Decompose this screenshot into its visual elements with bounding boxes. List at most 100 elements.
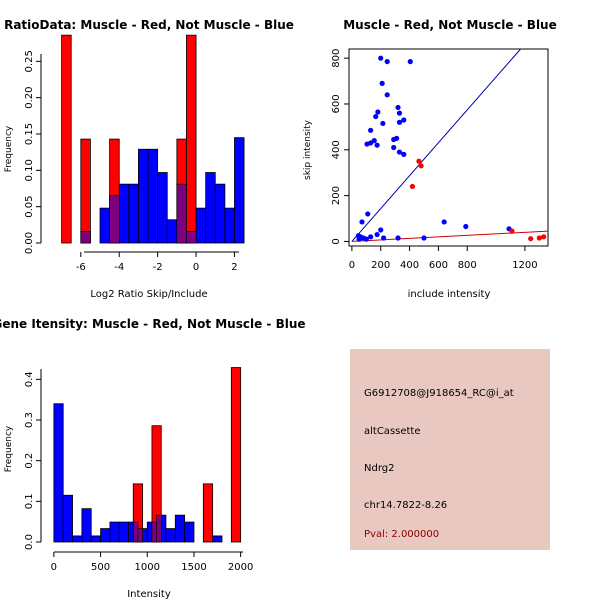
ratio-muscle-bars: [61, 34, 197, 244]
gene-x-label: Intensity: [127, 589, 171, 600]
not-muscle-bar: [214, 183, 226, 244]
not-muscle-point: [365, 211, 371, 217]
muscle-bar: [186, 34, 197, 244]
not-muscle-point: [379, 80, 385, 86]
ratio-histogram-panel: RatioData: Muscle - Red, Not Muscle - Bl…: [4, 18, 294, 300]
not-muscle-point: [378, 227, 384, 233]
not-muscle-bar: [138, 148, 149, 244]
muscle-bar: [61, 34, 72, 244]
scatter-not-muscle-points: [355, 55, 512, 242]
not-muscle-bar: [174, 514, 186, 543]
y-tick-label: 0.3: [24, 412, 35, 428]
x-tick-label: 1500: [181, 562, 206, 573]
intensity-scatter-panel: Muscle - Red, Not Muscle - Blue 0 200 400 6…: [303, 18, 557, 300]
not-muscle-bar: [99, 207, 111, 244]
muscle-point: [509, 228, 515, 234]
ratio-y-label: Frequency: [4, 125, 14, 172]
x-tick-label: -6: [76, 262, 86, 273]
x-tick-label: 0: [51, 562, 57, 573]
y-tick-label: 0.25: [24, 50, 35, 72]
not-muscle-bar: [205, 172, 216, 244]
muscle-point: [541, 234, 547, 240]
y-tick-label: 0.00: [24, 232, 35, 254]
y-tick-label: 0: [331, 238, 342, 244]
x-tick-label: 400: [400, 260, 419, 271]
y-tick-label: 0.2: [24, 453, 35, 469]
p-value: Pval: 2.000000: [364, 529, 439, 540]
not-muscle-point: [401, 151, 407, 157]
gene-x-ticks: 0 500 1000 1500 2000: [51, 552, 253, 573]
x-tick-label: -2: [153, 262, 163, 273]
not-muscle-point: [374, 142, 380, 148]
y-tick-label: 0.10: [24, 159, 35, 181]
not-muscle-point: [396, 119, 403, 125]
ratio-x-ticks: -6 -4 -2 0 2: [76, 252, 238, 273]
x-tick-label: 1200: [512, 260, 537, 271]
gene-symbol: Ndrg2: [364, 463, 394, 474]
gene-intensity-histogram-panel: Gene Itensity: Muscle - Red, Not Muscle …: [0, 317, 306, 600]
scatter-muscle-points: [409, 158, 547, 242]
info-box: G6912708@J918654_RC@i_at altCassette Ndr…: [350, 349, 550, 550]
x-tick-label: 0: [349, 260, 355, 271]
scatter-x-ticks: 0 200 400 600 800 1200: [349, 246, 538, 271]
y-tick-label: 0.15: [24, 123, 35, 145]
not-muscle-point: [359, 219, 365, 225]
y-tick-label: 400: [331, 140, 342, 159]
muscle-point: [536, 235, 542, 241]
overlap-bar: [176, 183, 187, 244]
not-muscle-bar: [147, 148, 159, 244]
not-muscle-point: [393, 135, 400, 141]
y-tick-label: 600: [331, 94, 342, 113]
x-tick-label: 1000: [135, 562, 160, 573]
gene-muscle-bars: [132, 367, 242, 543]
not-muscle-bar: [212, 535, 223, 543]
gene-histogram-title: Gene Itensity: Muscle - Red, Not Muscle …: [0, 317, 306, 331]
muscle-point: [409, 183, 416, 190]
not-muscle-point: [384, 92, 390, 98]
overlap-bar: [156, 514, 162, 543]
y-tick-label: 0.0: [24, 534, 35, 550]
x-tick-label: -4: [114, 262, 124, 273]
info-box-background: [350, 349, 550, 550]
muscle-bar: [230, 367, 242, 543]
not-muscle-point: [421, 235, 427, 241]
overlap-bar: [186, 231, 197, 244]
overlap-bar: [137, 528, 143, 543]
y-tick-label: 0.20: [24, 87, 35, 109]
muscle-bar: [202, 483, 214, 543]
overlap-bar: [109, 195, 120, 244]
scatter-y-label: skip intensity: [303, 119, 313, 180]
not-muscle-point: [371, 138, 377, 144]
muscle-point: [416, 158, 422, 164]
ratio-not-muscle-bars: [80, 137, 245, 244]
x-tick-label: 0: [193, 262, 199, 273]
not-muscle-point: [368, 127, 374, 133]
y-tick-label: 200: [331, 186, 342, 205]
scatter-fit-lines: [351, 48, 549, 242]
muscle-point: [528, 236, 534, 242]
ratio-x-label: Log2 Ratio Skip/Include: [90, 289, 207, 300]
not-muscle-point: [395, 104, 401, 111]
not-muscle-point: [374, 231, 380, 238]
not-muscle-bar: [72, 535, 83, 543]
not-muscle-bar: [118, 521, 129, 543]
not-muscle-bar: [166, 219, 178, 244]
scatter-y-ticks: 0 200 400 600 800: [331, 49, 349, 245]
not-muscle-point: [368, 234, 374, 240]
not-muscle-point: [380, 120, 386, 127]
overlap-bar: [132, 521, 139, 543]
scatter-title: Muscle - Red, Not Muscle - Blue: [343, 18, 557, 32]
not-muscle-point: [375, 109, 381, 115]
y-tick-label: 0.05: [24, 196, 35, 218]
not-muscle-point: [373, 113, 379, 120]
not-muscle-point: [441, 219, 447, 225]
x-tick-label: 600: [429, 260, 448, 271]
not-muscle-point: [356, 236, 362, 242]
not-muscle-bar: [118, 183, 130, 244]
not-muscle-bar: [90, 535, 101, 543]
gene-y-label: Frequency: [4, 425, 14, 472]
y-tick-label: 0.4: [24, 371, 35, 387]
not-muscle-bar: [81, 508, 92, 543]
not-muscle-point: [391, 144, 397, 151]
